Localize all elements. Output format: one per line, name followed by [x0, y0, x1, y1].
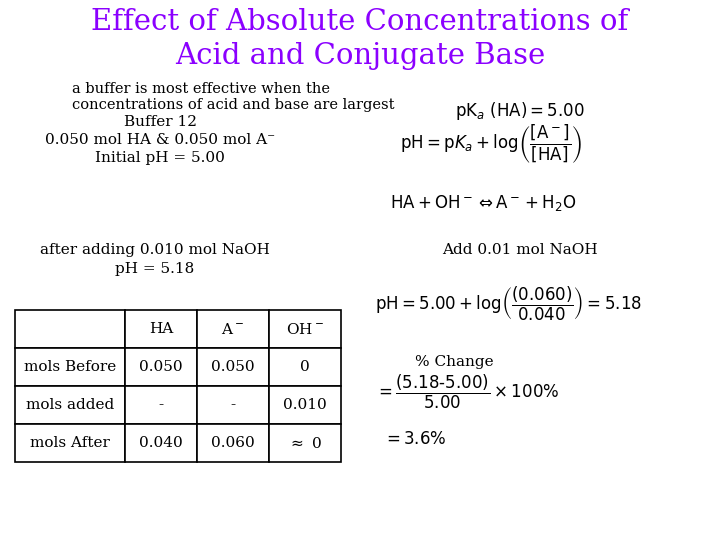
Text: $= 3.6\%$: $= 3.6\%$ [383, 430, 446, 448]
Text: $\mathrm{pH} = \mathrm{p}K_a + \log\!\left(\dfrac{[\mathrm{A}^-]}{[\mathrm{HA}]}: $\mathrm{pH} = \mathrm{p}K_a + \log\!\le… [400, 123, 582, 166]
Text: 0.050 mol HA & 0.050 mol A⁻: 0.050 mol HA & 0.050 mol A⁻ [45, 133, 275, 147]
Text: OH$^-$: OH$^-$ [286, 321, 324, 336]
Text: mols added: mols added [26, 398, 114, 412]
Text: $\approx$ 0: $\approx$ 0 [288, 435, 322, 450]
Text: a buffer is most effective when the: a buffer is most effective when the [72, 82, 330, 96]
Text: 0.050: 0.050 [211, 360, 255, 374]
Text: mols Before: mols Before [24, 360, 116, 374]
Bar [15, 348, 125, 386]
Bar [197, 348, 269, 386]
Bar [125, 386, 197, 424]
Text: Effect of Absolute Concentrations of: Effect of Absolute Concentrations of [91, 8, 629, 36]
Text: A$^-$: A$^-$ [222, 321, 245, 336]
Text: pH = 5.18: pH = 5.18 [115, 262, 194, 276]
Text: Add 0.01 mol NaOH: Add 0.01 mol NaOH [442, 243, 598, 257]
Text: Acid and Conjugate Base: Acid and Conjugate Base [175, 42, 545, 70]
Text: 0.040: 0.040 [139, 436, 183, 450]
Text: $= \dfrac{(5.18\text{-}5.00)}{5.00} \times 100\%$: $= \dfrac{(5.18\text{-}5.00)}{5.00} \tim… [375, 373, 559, 411]
Text: 0.060: 0.060 [211, 436, 255, 450]
Text: $\mathrm{pK}_{a}\ \mathrm{(HA)} = 5.00$: $\mathrm{pK}_{a}\ \mathrm{(HA)} = 5.00$ [455, 100, 585, 122]
Bar [125, 424, 197, 462]
Bar [125, 310, 197, 348]
Text: concentrations of acid and base are largest: concentrations of acid and base are larg… [72, 98, 395, 112]
Bar [197, 386, 269, 424]
Bar [197, 310, 269, 348]
Text: 0.050: 0.050 [139, 360, 183, 374]
Text: 0.010: 0.010 [283, 398, 327, 412]
Text: % Change: % Change [415, 355, 494, 369]
Bar [15, 424, 125, 462]
Text: $\mathrm{HA} + \mathrm{OH}^- \Leftrightarrow \mathrm{A}^- + \mathrm{H_2O}$: $\mathrm{HA} + \mathrm{OH}^- \Leftrighta… [390, 193, 577, 213]
Bar [269, 386, 341, 424]
Text: mols After: mols After [30, 436, 110, 450]
Bar [269, 310, 341, 348]
Text: 0: 0 [300, 360, 310, 374]
Bar [197, 424, 269, 462]
Text: -: - [230, 398, 235, 412]
Text: after adding 0.010 mol NaOH: after adding 0.010 mol NaOH [40, 243, 270, 257]
Text: HA: HA [149, 322, 173, 336]
Text: Buffer 12: Buffer 12 [124, 115, 197, 129]
Text: Initial pH = 5.00: Initial pH = 5.00 [95, 151, 225, 165]
Bar [269, 424, 341, 462]
Bar [15, 386, 125, 424]
Bar [15, 310, 125, 348]
Bar [125, 348, 197, 386]
Text: $\mathrm{pH} = 5.00 + \log\!\left(\dfrac{(0.060)}{0.040}\right) = 5.18$: $\mathrm{pH} = 5.00 + \log\!\left(\dfrac… [375, 285, 642, 323]
Bar [269, 348, 341, 386]
Text: -: - [158, 398, 163, 412]
